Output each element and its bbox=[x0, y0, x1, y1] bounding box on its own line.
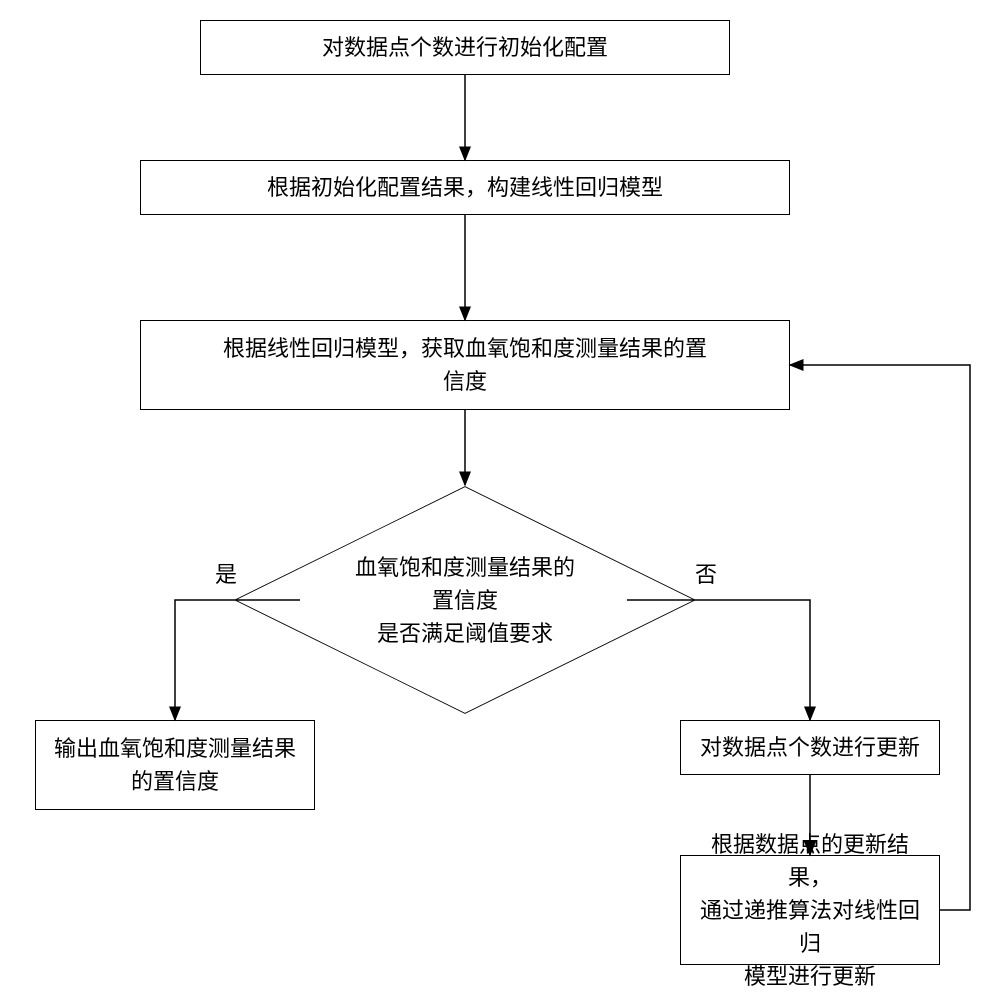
flow-connectors bbox=[0, 0, 1000, 985]
edge-e5 bbox=[627, 600, 810, 720]
edge-e7 bbox=[790, 365, 970, 910]
edge-e4 bbox=[175, 600, 300, 720]
